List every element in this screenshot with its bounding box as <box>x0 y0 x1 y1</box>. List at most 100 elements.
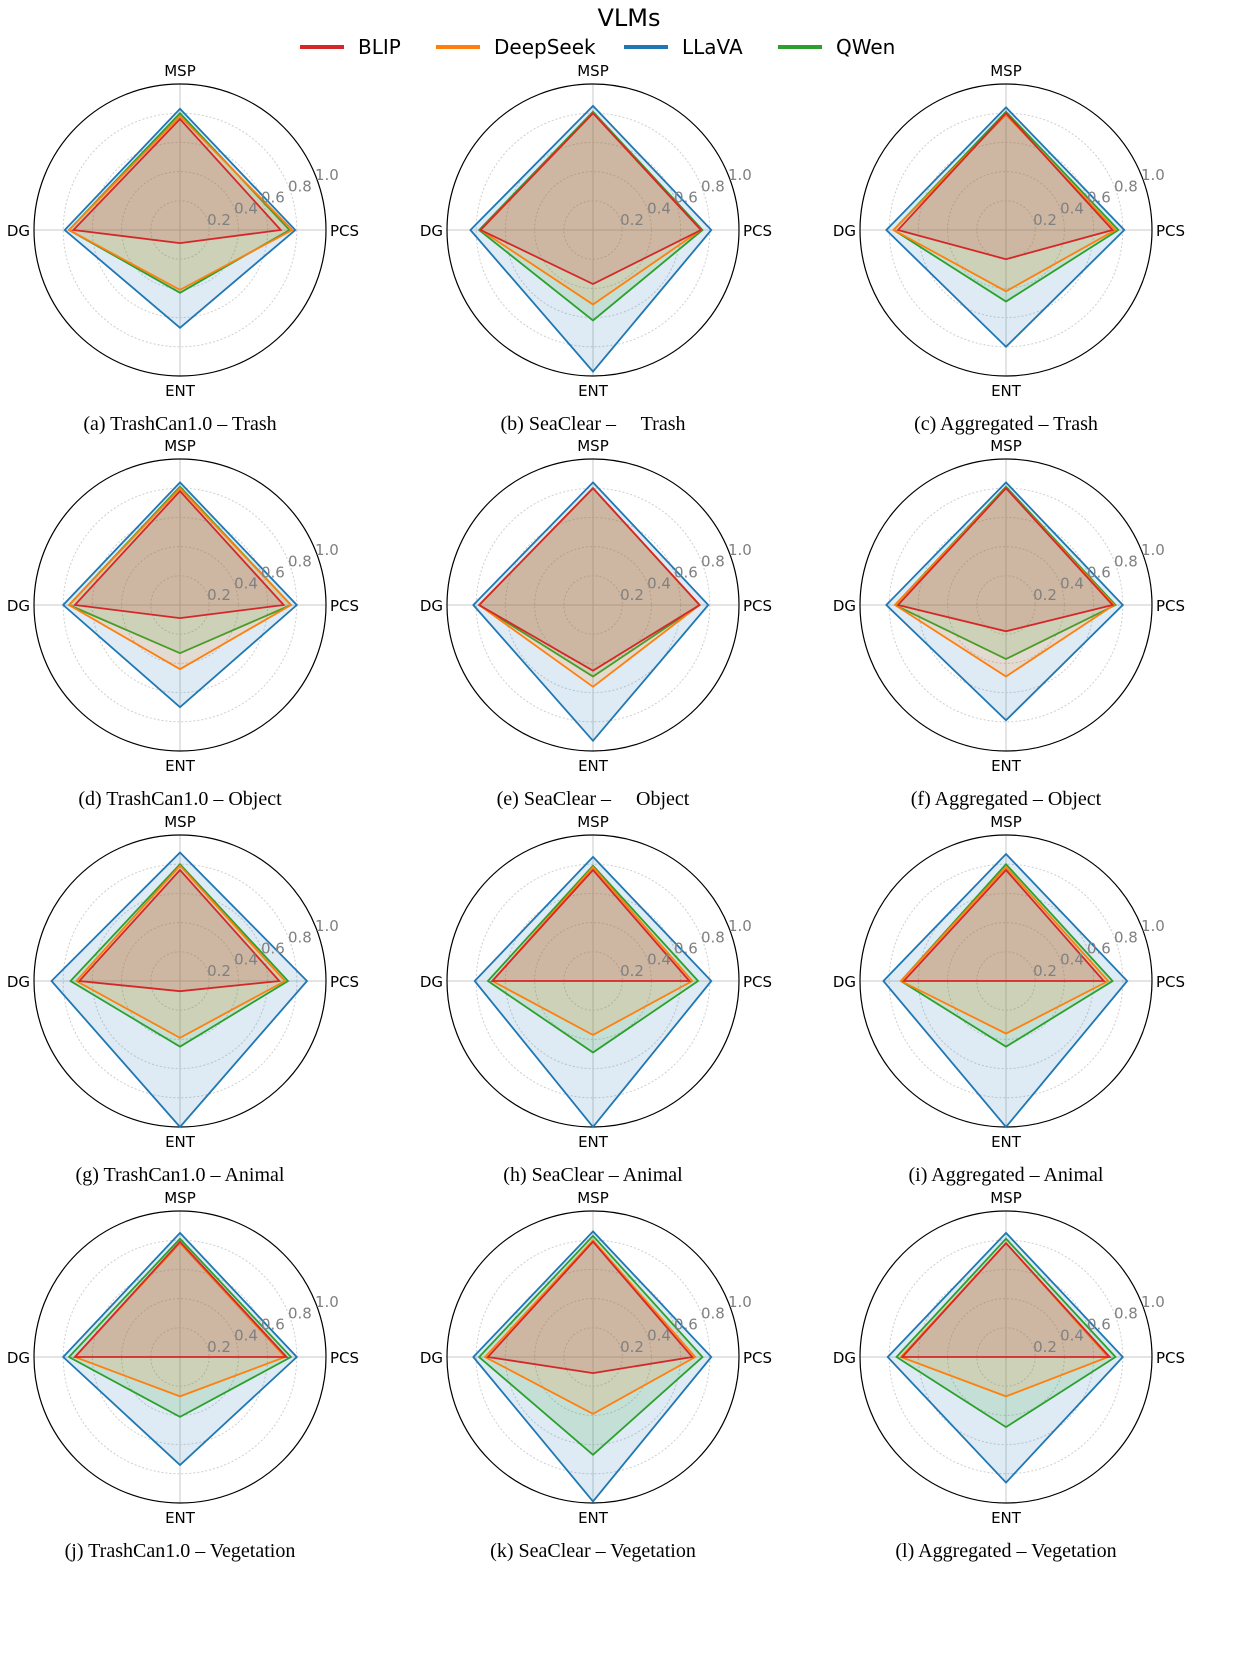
series-line-deepseek <box>892 113 1117 293</box>
axis-label-msp: MSP <box>577 437 609 455</box>
series-fill-blip <box>74 491 284 619</box>
axis-label-pcs: PCS <box>330 597 359 615</box>
series-fill-qwen <box>895 486 1116 659</box>
radial-tick-label: 0.8 <box>1114 177 1138 195</box>
axis-label-dg: DG <box>420 222 443 240</box>
series-line-blip <box>896 486 1115 633</box>
series-line-llava <box>885 106 1126 349</box>
axis-label-dg: DG <box>7 973 30 991</box>
radial-tick-label: 0.8 <box>701 552 725 570</box>
axis-label-msp: MSP <box>990 1189 1022 1207</box>
radial-tick-label: 1.0 <box>315 166 339 184</box>
radar-chart-12: 0.20.40.60.81.0 MSP PCS ENT DG (l) Aggregated… <box>833 1189 1185 1562</box>
series-fill-qwen <box>900 864 1113 1047</box>
radial-tick-label: 1.0 <box>1141 917 1165 935</box>
series-fill-deepseek <box>900 867 1109 1034</box>
series-fill-blip <box>79 870 280 992</box>
axis-label-dg: DG <box>420 973 443 991</box>
series-fill-blip <box>74 1241 287 1357</box>
radar-chart-11: 0.20.40.60.81.0 MSP PCS ENT DG (k) SeaClear –… <box>420 1189 772 1562</box>
chart-caption: (b) SeaClear – Trash <box>501 413 686 435</box>
series-fill-blip <box>479 488 700 671</box>
radial-tick-label: 0.2 <box>1033 1338 1057 1356</box>
radial-tick-label: 0.6 <box>261 1316 285 1334</box>
axis-label-pcs: PCS <box>330 973 359 991</box>
radial-tick-label: 0.4 <box>234 1327 258 1345</box>
series-fill-blip <box>73 119 281 244</box>
radial-tick-label: 0.2 <box>620 211 644 229</box>
series-line-blip <box>896 111 1115 261</box>
radar-chart-3: 0.20.40.60.81.0 MSP PCS ENT DG (c) Aggregated… <box>833 62 1185 435</box>
axis-label-msp: MSP <box>990 813 1022 831</box>
radial-tick-label: 0.8 <box>1114 928 1138 946</box>
axis-label-dg: DG <box>833 973 856 991</box>
series-line-llava <box>885 481 1125 722</box>
series-fill-deepseek <box>69 116 293 290</box>
series-line-llava <box>886 1231 1125 1484</box>
axis-label-ent: ENT <box>991 1133 1022 1151</box>
radial-tick-label: 0.4 <box>1060 575 1084 593</box>
chart-caption: (f) Aggregated – Object <box>911 788 1102 810</box>
chart-caption: (h) SeaClear – Animal <box>503 1164 683 1186</box>
axis-label-msp: MSP <box>164 1189 196 1207</box>
radial-tick-label: 0.2 <box>620 1338 644 1356</box>
chart-caption: (k) SeaClear – Vegetation <box>490 1540 696 1562</box>
axis-label-pcs: PCS <box>1156 973 1185 991</box>
radial-tick-label: 0.8 <box>1114 1304 1138 1322</box>
radial-tick-label: 0.4 <box>647 1327 671 1345</box>
series-line-blip <box>71 117 283 245</box>
radial-tick-label: 0.6 <box>674 564 698 582</box>
series-fill-deepseek <box>895 488 1114 677</box>
axis-label-msp: MSP <box>577 813 609 831</box>
polar-frame <box>859 83 1153 377</box>
axis-label-pcs: PCS <box>1156 1349 1185 1367</box>
series-fill-llava <box>63 482 297 708</box>
series-fill-qwen <box>893 111 1119 302</box>
series-line-blip <box>490 868 692 982</box>
chart-caption: (i) Aggregated – Animal <box>909 1164 1104 1186</box>
axis-label-ent: ENT <box>165 382 196 400</box>
series-line-deepseek <box>74 864 287 1039</box>
radial-tick-label: 1.0 <box>315 541 339 559</box>
radial-tick-label: 0.2 <box>207 962 231 980</box>
series-line-llava <box>882 852 1129 1129</box>
radial-tick-label: 0.4 <box>234 575 258 593</box>
axis-label-pcs: PCS <box>743 1349 772 1367</box>
series-fill-llava <box>470 105 712 372</box>
series-line-llava <box>472 1230 713 1503</box>
series-fill-deepseek <box>69 488 291 670</box>
radar-chart-10: 0.20.40.60.81.0 MSP PCS ENT DG (j) TrashCan1.… <box>7 1189 359 1562</box>
radial-tick-label: 0.4 <box>234 951 258 969</box>
radial-tick-label: 0.8 <box>701 1304 725 1322</box>
radial-tick-label: 0.4 <box>1060 1327 1084 1345</box>
series-line-qwen <box>67 1237 293 1418</box>
axis-label-ent: ENT <box>165 1509 196 1527</box>
radial-tick-label: 1.0 <box>728 917 752 935</box>
polar-frame <box>33 458 327 752</box>
series-fill-deepseek <box>893 114 1116 292</box>
axis-label-pcs: PCS <box>330 1349 359 1367</box>
series-fill-qwen <box>479 488 700 677</box>
axis-label-msp: MSP <box>990 437 1022 455</box>
axis-label-dg: DG <box>7 597 30 615</box>
series-line-qwen <box>477 1234 704 1456</box>
axis-label-ent: ENT <box>991 757 1022 775</box>
series-line-llava <box>473 855 713 1129</box>
radial-tick-label: 0.6 <box>674 940 698 958</box>
legend: VLMs BLIP DeepSeek LLaVA QWen <box>300 4 895 59</box>
axis-label-ent: ENT <box>578 1133 609 1151</box>
series-fill-qwen <box>896 1238 1116 1428</box>
chart-caption: (j) TrashCan1.0 – Vegetation <box>65 1540 296 1562</box>
series-line-llava <box>472 481 710 743</box>
radial-tick-label: 1.0 <box>728 1293 752 1311</box>
axis-label-ent: ENT <box>578 382 609 400</box>
series-line-qwen <box>477 110 704 322</box>
series-line-blip <box>477 486 701 672</box>
axis-label-msp: MSP <box>990 62 1022 80</box>
polar-frame <box>33 83 327 377</box>
axis-label-dg: DG <box>7 222 30 240</box>
radial-tick-label: 0.8 <box>288 1304 312 1322</box>
radial-tick-label: 0.6 <box>261 189 285 207</box>
radial-tick-label: 0.2 <box>207 1338 231 1356</box>
